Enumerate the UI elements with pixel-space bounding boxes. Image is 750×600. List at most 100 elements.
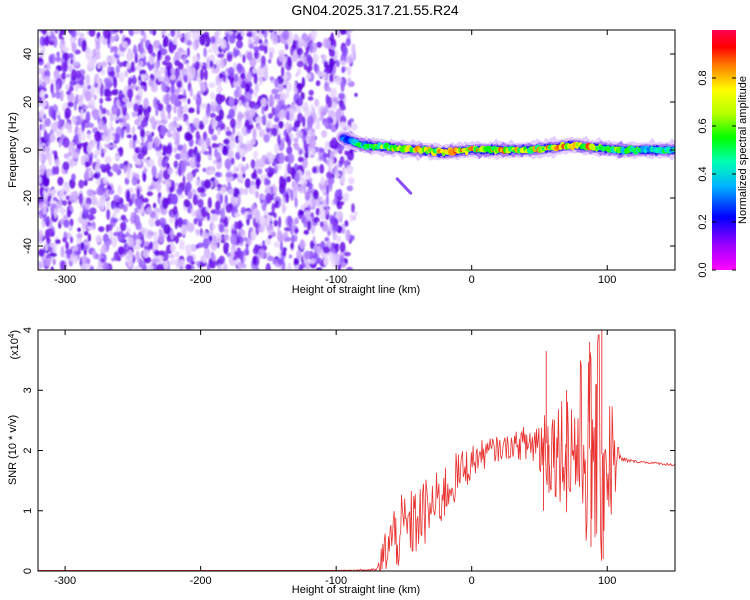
noise-speckle [63, 62, 68, 71]
noise-speckle [210, 36, 216, 44]
noise-speckle [281, 250, 287, 257]
noise-speckle [60, 260, 66, 270]
noise-speckle [38, 248, 45, 257]
noise-speckle [313, 62, 318, 72]
noise-speckle [238, 86, 242, 98]
noise-speckle [339, 60, 347, 66]
noise-speckle [329, 45, 336, 50]
noise-speckle [95, 167, 101, 173]
noise-speckle [87, 226, 94, 231]
noise-speckle [237, 193, 241, 206]
noise-speckle [87, 233, 92, 242]
noise-speckle [99, 144, 103, 150]
noise-speckle [236, 247, 242, 257]
noise-speckle [91, 57, 97, 65]
noise-speckle [74, 133, 79, 146]
noise-speckle [294, 234, 298, 242]
noise-speckle [271, 34, 279, 45]
noise-speckle [125, 231, 130, 238]
noise-speckle [309, 259, 316, 265]
noise-speckle [158, 233, 165, 243]
noise-speckle [265, 119, 273, 129]
noise-speckle [74, 245, 79, 252]
noise-speckle [203, 150, 210, 156]
noise-speckle [202, 115, 209, 125]
x-tick-label: -300 [54, 575, 76, 587]
noise-speckle [173, 205, 178, 216]
noise-speckle [55, 83, 60, 95]
noise-speckle [218, 144, 224, 153]
noise-speckle [319, 208, 326, 220]
noise-speckle [212, 159, 217, 165]
noise-speckle [111, 46, 118, 51]
x-tick-label: 0 [469, 274, 475, 286]
noise-speckle [172, 146, 178, 153]
noise-speckle [325, 184, 330, 196]
noise-speckle [319, 221, 324, 228]
noise-speckle [104, 88, 110, 97]
noise-speckle [57, 115, 61, 120]
noise-speckle [140, 30, 145, 36]
noise-speckle [197, 198, 204, 208]
noise-speckle [176, 232, 183, 238]
noise-speckle [135, 159, 142, 166]
noise-speckle [254, 266, 260, 270]
noise-speckle [205, 106, 210, 119]
noise-speckle [308, 177, 313, 183]
noise-speckle [329, 58, 333, 69]
noise-speckle [313, 245, 319, 252]
noise-speckle [287, 162, 291, 175]
noise-speckle [96, 186, 103, 196]
noise-speckle [193, 95, 198, 101]
noise-speckle [163, 260, 169, 270]
noise-speckle [284, 227, 291, 232]
noise-speckle [183, 69, 188, 76]
noise-speckle [260, 194, 266, 200]
noise-speckle [211, 259, 215, 269]
noise-speckle [237, 111, 243, 123]
noise-speckle [258, 215, 267, 226]
noise-speckle [255, 158, 260, 171]
noise-speckle [39, 89, 46, 99]
noise-speckle [140, 141, 146, 147]
noise-speckle [81, 255, 88, 265]
noise-speckle [310, 223, 316, 235]
noise-speckle [157, 75, 165, 82]
noise-speckle [234, 221, 239, 230]
noise-speckle [167, 112, 171, 120]
noise-speckle [106, 55, 110, 64]
noise-speckle [236, 40, 243, 49]
noise-speckle [149, 210, 156, 219]
noise-speckle [105, 163, 111, 171]
noise-speckle [234, 135, 240, 144]
noise-speckle [113, 76, 118, 89]
noise-speckle [232, 187, 240, 198]
noise-speckle [346, 55, 354, 64]
noise-speckle [334, 164, 339, 176]
noise-speckle [161, 197, 169, 210]
noise-speckle [248, 108, 256, 118]
y-tick-label: 4 [22, 327, 34, 333]
noise-speckle [183, 199, 191, 208]
noise-speckle [324, 237, 330, 242]
noise-speckle [38, 202, 44, 210]
noise-speckle [42, 100, 48, 108]
noise-speckle [109, 228, 113, 240]
noise-speckle [139, 81, 147, 87]
noise-speckle [135, 238, 142, 245]
noise-speckle [281, 202, 286, 215]
noise-speckle [154, 250, 162, 257]
noise-speckle [87, 84, 92, 90]
noise-speckle [350, 235, 355, 241]
noise-speckle [236, 63, 244, 72]
noise-speckle [116, 58, 120, 65]
noise-speckle [117, 246, 125, 256]
noise-speckle [142, 173, 147, 182]
noise-speckle [186, 220, 190, 228]
noise-speckle [162, 60, 168, 66]
noise-speckle [215, 75, 220, 86]
colorbar-tick-label: 0.2 [697, 214, 709, 229]
noise-speckle [304, 169, 312, 180]
noise-speckle [41, 30, 48, 36]
